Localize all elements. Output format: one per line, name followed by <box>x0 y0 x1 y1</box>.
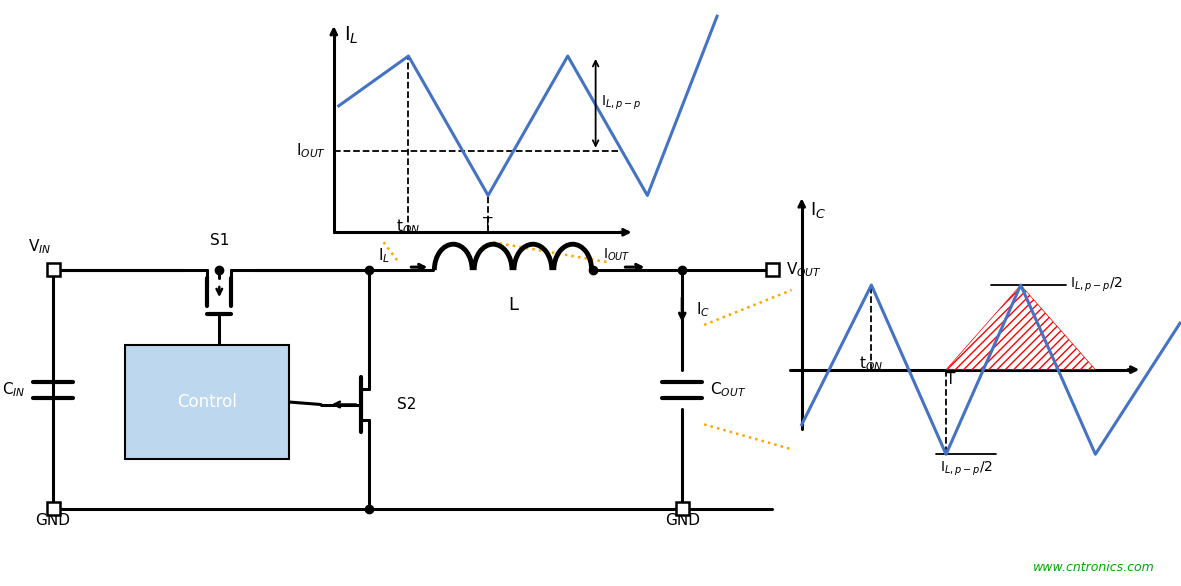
Text: I$_C$: I$_C$ <box>810 200 826 220</box>
Text: www.cntronics.com: www.cntronics.com <box>1033 561 1155 574</box>
Text: GND: GND <box>665 513 699 528</box>
Text: t$_{ON}$: t$_{ON}$ <box>397 217 420 236</box>
Text: I$_{OUT}$: I$_{OUT}$ <box>295 141 326 160</box>
Bar <box>47 502 60 515</box>
Text: I$_{OUT}$: I$_{OUT}$ <box>602 246 631 263</box>
Text: C$_{IN}$: C$_{IN}$ <box>1 380 25 399</box>
Text: Control: Control <box>177 393 237 411</box>
Text: L: L <box>508 296 518 314</box>
Text: T: T <box>946 372 955 387</box>
Text: I$_{L,p-p}$/2: I$_{L,p-p}$/2 <box>1070 276 1123 294</box>
Bar <box>47 263 60 276</box>
Text: t$_{ON}$: t$_{ON}$ <box>860 355 883 373</box>
Bar <box>677 502 690 515</box>
Bar <box>765 263 778 276</box>
Text: V$_{IN}$: V$_{IN}$ <box>27 237 51 256</box>
Text: GND: GND <box>35 513 71 528</box>
Text: V$_{OUT}$: V$_{OUT}$ <box>785 261 822 280</box>
Text: I$_L$: I$_L$ <box>344 25 359 46</box>
Text: I$_{L,p-p}$/2: I$_{L,p-p}$/2 <box>940 459 992 478</box>
Text: I$_{L,p-p}$: I$_{L,p-p}$ <box>601 94 641 113</box>
Bar <box>125 345 289 459</box>
Text: T: T <box>483 217 492 232</box>
Text: I$_L$: I$_L$ <box>378 246 390 265</box>
Text: S2: S2 <box>397 397 416 412</box>
Text: I$_C$: I$_C$ <box>696 301 710 319</box>
Text: C$_{OUT}$: C$_{OUT}$ <box>710 380 746 399</box>
Text: S1: S1 <box>209 233 229 248</box>
